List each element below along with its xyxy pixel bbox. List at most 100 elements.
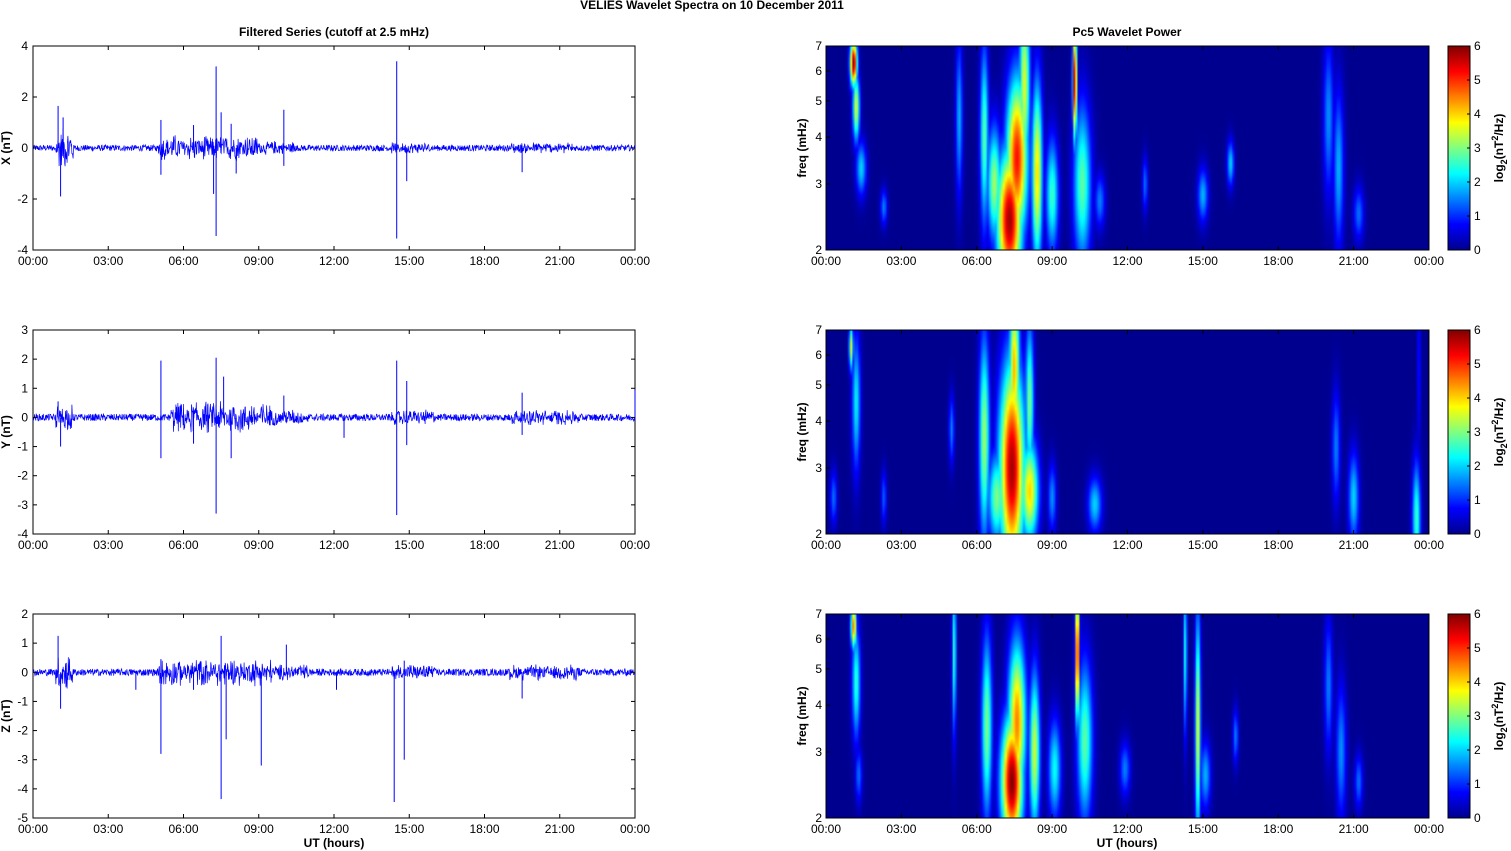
spectrum-y-xtick-label: 00:00 — [811, 538, 841, 552]
series-x-trace-group — [32, 61, 636, 239]
series-x-xtick-label: 21:00 — [545, 254, 575, 268]
series-z-ytick-label: 2 — [21, 607, 28, 621]
spectrum-z-xtick-label: 00:00 — [1414, 822, 1444, 836]
spectrum-x-ytick-label: 5 — [815, 94, 822, 108]
series-y-trace-group — [32, 357, 636, 516]
colorbar-label-part: /Hz) — [1492, 114, 1506, 136]
series-z-xtick-label: 03:00 — [93, 822, 123, 836]
series-x-xtick-label: 18:00 — [469, 254, 499, 268]
series-x-xtick-label: 00:00 — [620, 254, 650, 268]
spectrum-y-colorbar-label: log2(nT2/Hz) — [1490, 398, 1509, 467]
series-x-ytick-label: -2 — [17, 192, 28, 206]
series-y-line — [32, 401, 636, 433]
series-y-ylabel: Y (nT) — [0, 415, 13, 449]
spectrum-x-ylabel: freq (mHz) — [795, 118, 809, 177]
series-z-xtick-label: 09:00 — [244, 822, 274, 836]
series-y-ytick-label: -2 — [17, 469, 28, 483]
spectrum-z-ytick-label: 5 — [815, 662, 822, 676]
spectrum-z-xtick-label: 18:00 — [1263, 822, 1293, 836]
spectrum-y-colorbar-tick-label: 5 — [1474, 357, 1481, 371]
spectrum-y-ytick-label: 4 — [815, 414, 822, 428]
series-y-xtick-label: 12:00 — [319, 538, 349, 552]
colorbar-label-part: 2 — [1490, 420, 1500, 425]
series-y-ytick-label: 0 — [21, 410, 28, 424]
x-axis-label-right: UT (hours) — [1097, 836, 1158, 850]
series-z-plot-area — [32, 613, 636, 819]
spectrum-y-xtick-label: 03:00 — [886, 538, 916, 552]
series-z-ytick-label: 0 — [21, 665, 28, 679]
spectrum-z-ytick-label: 6 — [815, 632, 822, 646]
spectrum-y-colorbar-tick-label: 2 — [1474, 459, 1481, 473]
spectrum-x-xtick-label: 12:00 — [1112, 254, 1142, 268]
series-x-xtick-label: 00:00 — [18, 254, 48, 268]
series-z-trace-group — [32, 635, 636, 802]
series-y-plot-area — [32, 329, 636, 535]
spectrum-z-ytick-label: 4 — [815, 698, 822, 712]
series-y-ytick-label: 3 — [21, 323, 28, 337]
series-x-xtick-label: 03:00 — [93, 254, 123, 268]
series-z-ytick-label: 1 — [21, 636, 28, 650]
spectrum-y-ytick-label: 2 — [815, 527, 822, 541]
series-y-xtick-label: 06:00 — [168, 538, 198, 552]
series-x-line — [32, 128, 636, 167]
spectrum-z-colorbar-tick-label: 0 — [1474, 811, 1481, 825]
spectrum-y-ytick-label: 6 — [815, 348, 822, 362]
spectrum-y-colorbar-tick-label: 0 — [1474, 527, 1481, 541]
series-z-ytick-label: -3 — [17, 753, 28, 767]
spectrum-z-xtick-label: 00:00 — [811, 822, 841, 836]
spectrum-x-ytick-label: 2 — [815, 243, 822, 257]
series-z-ytick-label: -2 — [17, 724, 28, 738]
spectrum-x-colorbar-label: log2(nT2/Hz) — [1490, 114, 1509, 183]
spectrum-x-xtick-label: 03:00 — [886, 254, 916, 268]
series-y-xtick-label: 00:00 — [620, 538, 650, 552]
series-y-xtick-label: 03:00 — [93, 538, 123, 552]
spectrum-x-heatmap — [826, 46, 1429, 250]
series-z-xtick-label: 06:00 — [168, 822, 198, 836]
panels-group: 420-2-400:00 03:00 06:00 09:00 12:00 15:00 18:… — [0, 39, 1509, 836]
series-x-ytick-label: 4 — [21, 39, 28, 53]
spectrum-x-colorbar — [1448, 46, 1470, 250]
spectrum-y-colorbar-tick-label: 6 — [1474, 323, 1481, 337]
spectrum-x-ytick-label: 3 — [815, 177, 822, 191]
spectrum-x-xtick-label: 18:00 — [1263, 254, 1293, 268]
spectrum-y-xtick-label: 12:00 — [1112, 538, 1142, 552]
spectrum-z-colorbar-tick-label: 5 — [1474, 641, 1481, 655]
spectrum-z-heatmap — [826, 614, 1429, 818]
spectrum-x-ytick-label: 6 — [815, 64, 822, 78]
spectrum-x-xtick-label: 06:00 — [962, 254, 992, 268]
series-z-ytick-label: -5 — [17, 811, 28, 825]
figure-title: VELIES Wavelet Spectra on 10 December 20… — [580, 0, 844, 12]
series-y-ytick-label: 2 — [21, 352, 28, 366]
series-y-xtick-label: 21:00 — [545, 538, 575, 552]
spectrum-x-colorbar-tick-label: 3 — [1474, 141, 1481, 155]
spectrum-z-xtick-label: 06:00 — [962, 822, 992, 836]
colorbar-label-part: 2 — [1490, 136, 1500, 141]
spectrum-z-xtick-label: 03:00 — [886, 822, 916, 836]
colorbar-label-part: log — [1492, 732, 1506, 750]
series-x-ytick-label: 2 — [21, 90, 28, 104]
spectrum-y-colorbar-tick-label: 4 — [1474, 391, 1481, 405]
spectrum-x-ytick-label: 4 — [815, 130, 822, 144]
spectrum-x-colorbar-tick-label: 4 — [1474, 107, 1481, 121]
colorbar-label-part: log — [1492, 164, 1506, 182]
series-z-xtick-label: 21:00 — [545, 822, 575, 836]
colorbar-label-part: 2 — [1499, 443, 1509, 448]
colorbar-label-part: (nT — [1492, 140, 1506, 159]
colorbar-label-part: (nT — [1492, 424, 1506, 443]
spectrum-x-xtick-label: 00:00 — [811, 254, 841, 268]
series-z-xtick-label: 00:00 — [18, 822, 48, 836]
colorbar-label-part: /Hz) — [1492, 682, 1506, 704]
spectrum-y-colorbar-tick-label: 1 — [1474, 493, 1481, 507]
series-x-ytick-label: -4 — [17, 243, 28, 257]
series-z-ylabel: Z (nT) — [0, 699, 13, 732]
spectrum-x-colorbar-tick-label: 1 — [1474, 209, 1481, 223]
series-x-ylabel: X (nT) — [0, 131, 13, 165]
series-z-xtick-label: 18:00 — [469, 822, 499, 836]
spectrum-y-xtick-label: 18:00 — [1263, 538, 1293, 552]
series-y-ytick-label: 1 — [21, 381, 28, 395]
series-x-xtick-label: 15:00 — [394, 254, 424, 268]
series-x-xtick-label: 06:00 — [168, 254, 198, 268]
spectrum-x-ytick-label: 7 — [815, 39, 822, 53]
spectrum-z-colorbar-tick-label: 4 — [1474, 675, 1481, 689]
